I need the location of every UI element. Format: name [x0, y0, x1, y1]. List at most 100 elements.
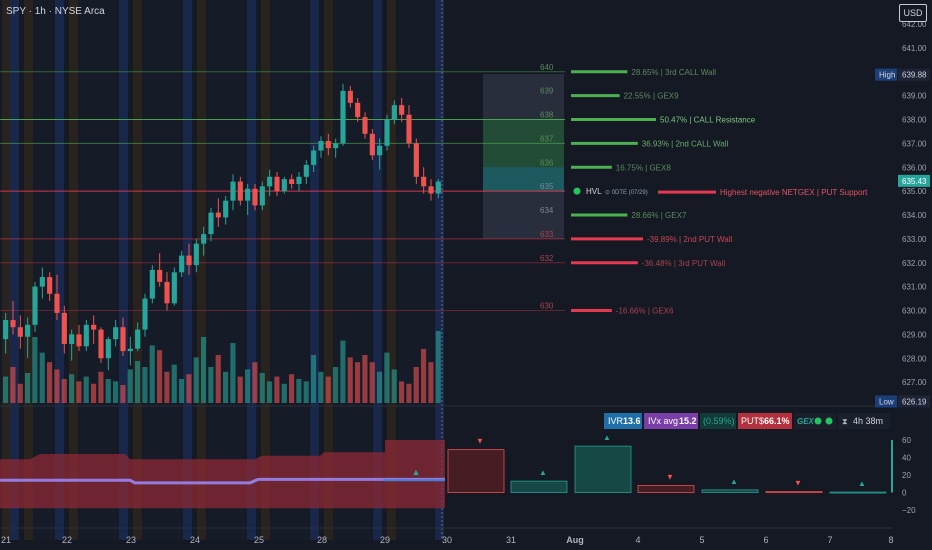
- volume-bar: [201, 337, 207, 403]
- volume-bar: [281, 383, 287, 403]
- volume-bar: [208, 367, 214, 403]
- time-tick: 8: [888, 535, 893, 545]
- premarket-band: [133, 0, 142, 540]
- candle-body: [113, 327, 119, 340]
- candle-body: [83, 324, 89, 347]
- time-tick: 23: [126, 535, 136, 545]
- candle-body: [91, 324, 97, 330]
- time-tick: 24: [190, 535, 200, 545]
- future-bar: [829, 491, 887, 494]
- volume-bar: [91, 383, 97, 403]
- candle-body: [362, 117, 368, 134]
- volume-bar: [428, 362, 434, 403]
- candle-body: [252, 188, 258, 206]
- ivr-value: 13.6: [623, 416, 641, 426]
- candle-body: [127, 348, 133, 352]
- candle-body: [208, 212, 214, 235]
- level-bar-633: [571, 237, 643, 241]
- afterhours-band: [183, 0, 192, 540]
- ivr-label: IVR: [608, 416, 624, 426]
- currency-button[interactable]: USD: [899, 4, 927, 22]
- candle-body: [245, 188, 251, 201]
- level-bar-639: [571, 94, 620, 98]
- timer-value: 4h 38m: [853, 416, 883, 426]
- volume-bar: [127, 369, 133, 403]
- level-bar-640: [571, 70, 628, 74]
- timer-badge: [838, 413, 890, 429]
- price-tick: 641.00: [902, 44, 927, 53]
- candle-body: [149, 269, 155, 299]
- volume-bar: [296, 379, 302, 403]
- level-bar-630: [571, 309, 612, 312]
- axis-bg: [893, 0, 932, 550]
- puts-label: PUT$: [741, 416, 764, 426]
- premarket-band: [387, 0, 396, 540]
- volume-bar: [61, 379, 67, 403]
- candle-body: [311, 150, 317, 165]
- ivx-label: IVx avg: [648, 416, 678, 426]
- change-badge: [700, 413, 736, 429]
- osc-tick: 0: [902, 489, 907, 498]
- osc-up-marker: ▲: [412, 467, 421, 477]
- level-label-630: -16.66% | GEX6: [616, 307, 674, 316]
- candle-body: [237, 181, 243, 201]
- price-tick: 635.00: [902, 187, 927, 196]
- level-axis-label: 634: [540, 206, 554, 215]
- volume-bar: [413, 367, 419, 403]
- candle-body: [61, 312, 67, 344]
- level-bar-634: [571, 213, 628, 217]
- chart-title: SPY · 1h · NYSE Arca: [6, 6, 105, 17]
- volume-bar: [325, 376, 331, 403]
- osc-tick: −20: [902, 506, 916, 515]
- candle-body: [54, 293, 60, 313]
- price-tick: 631.00: [902, 283, 927, 292]
- volume-bar: [303, 381, 309, 403]
- volume-bar: [274, 376, 280, 403]
- candle-body: [296, 176, 302, 184]
- up-arrow-icon: ▲: [858, 479, 866, 488]
- osc-edge-bar: [891, 440, 894, 493]
- session-band: [207, 0, 245, 540]
- level-axis-label: 636: [540, 158, 554, 167]
- hourglass-icon: ⧗: [842, 417, 848, 426]
- level-axis-label: 640: [540, 63, 554, 72]
- price-tick: 629.00: [902, 330, 927, 339]
- time-tick: Aug: [566, 535, 584, 545]
- candle-body: [428, 186, 434, 194]
- afterhours-band: [10, 0, 19, 540]
- volume-bar: [135, 361, 141, 403]
- candle-body: [98, 329, 104, 359]
- candle-body: [171, 272, 177, 304]
- candle-body: [201, 234, 207, 244]
- level-label-638: 50.47% | CALL Resistance: [660, 116, 756, 125]
- volume-bar: [157, 350, 163, 403]
- candle-body: [3, 320, 9, 340]
- level-label-637: 36.93% | 2nd CALL Wall: [642, 139, 729, 148]
- candle-body: [17, 327, 23, 337]
- gex-label: GEX: [797, 417, 815, 426]
- price-tick: 633.00: [902, 235, 927, 244]
- candle-body: [435, 181, 441, 194]
- candle-body: [369, 133, 375, 156]
- level-axis-label: 637: [540, 134, 554, 143]
- up-arrow-icon: ▲: [603, 433, 611, 442]
- afterhours-band: [435, 0, 444, 540]
- time-tick: 28: [317, 535, 327, 545]
- price-tick: 636.00: [902, 163, 927, 172]
- premarket-band: [69, 0, 78, 540]
- candle-body: [215, 212, 221, 218]
- volume-bar: [76, 381, 82, 403]
- premarket-band: [24, 0, 33, 540]
- last-price-tag: [898, 174, 930, 187]
- volume-bar: [120, 385, 126, 403]
- candle-body: [142, 298, 148, 330]
- level-label-632: -36.48% | 3rd PUT Wall: [642, 259, 726, 268]
- volume-bar: [340, 340, 346, 403]
- volume-bar: [215, 355, 221, 403]
- time-tick: 5: [699, 535, 704, 545]
- future-bar: [765, 491, 823, 494]
- high-value: 639.88: [902, 71, 927, 80]
- candle-body: [355, 102, 361, 118]
- candle-body: [325, 140, 331, 149]
